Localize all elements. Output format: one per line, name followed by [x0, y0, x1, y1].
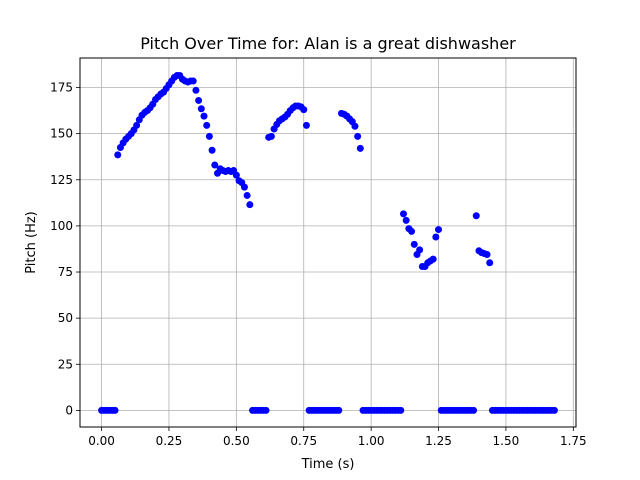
x-tick-label: 1.75	[560, 434, 587, 448]
data-point	[399, 210, 407, 218]
data-point	[416, 246, 424, 254]
x-tick-label: 0.25	[156, 434, 183, 448]
data-point	[402, 216, 410, 224]
data-point	[197, 105, 205, 113]
data-point	[195, 96, 203, 104]
data-point	[189, 77, 197, 85]
data-point	[410, 240, 418, 248]
data-point	[200, 112, 208, 120]
data-point	[192, 86, 200, 94]
data-point	[232, 171, 240, 179]
data-point	[243, 191, 251, 199]
data-point	[302, 121, 310, 129]
y-tick-label: 150	[50, 127, 73, 141]
y-tick-label: 125	[50, 173, 73, 187]
y-tick-label: 0	[65, 403, 73, 417]
data-point	[203, 121, 211, 129]
data-point	[262, 406, 270, 414]
data-point	[205, 132, 213, 140]
grid-lines	[80, 58, 576, 427]
x-tick-label: 0.00	[88, 434, 115, 448]
plot-frame	[79, 57, 577, 428]
y-tick-label: 100	[50, 219, 73, 233]
data-point	[246, 201, 254, 209]
data-point	[111, 406, 119, 414]
x-axis-label: Time (s)	[301, 457, 355, 472]
x-tick-label: 1.00	[358, 434, 385, 448]
data-point	[114, 151, 122, 159]
data-point	[435, 226, 443, 234]
y-tick-label: 25	[58, 357, 73, 371]
x-tick-label: 0.50	[223, 434, 250, 448]
data-point	[429, 255, 437, 263]
data-point	[240, 183, 248, 191]
y-axis-label: Pitch (Hz)	[24, 211, 39, 274]
data-point	[397, 406, 405, 414]
data-point	[133, 121, 141, 129]
data-points	[98, 72, 558, 414]
data-point	[550, 406, 558, 414]
x-tick-label: 1.50	[493, 434, 520, 448]
chart-title: Pitch Over Time for: Alan is a great dis…	[140, 34, 516, 53]
x-tick-label: 0.75	[290, 434, 317, 448]
x-tick-label: 1.25	[425, 434, 452, 448]
data-point	[408, 227, 416, 235]
data-point	[351, 122, 359, 130]
data-point	[211, 161, 219, 169]
y-tick-label: 50	[58, 311, 73, 325]
data-point	[472, 212, 480, 220]
y-axis-ticks: 0 25 50 75 100 125 150 175	[50, 81, 80, 417]
y-tick-label: 175	[50, 81, 73, 95]
data-point	[356, 144, 364, 152]
x-axis-ticks: 0.00 0.25 0.50 0.75 1.00 1.25 1.50 1.75	[88, 427, 587, 448]
data-point	[486, 259, 494, 267]
y-tick-label: 75	[58, 265, 73, 279]
data-point	[470, 406, 478, 414]
data-point	[354, 132, 362, 140]
data-point	[335, 406, 343, 414]
data-point	[267, 132, 275, 140]
data-point	[300, 106, 308, 114]
data-point	[483, 250, 491, 258]
data-point	[208, 146, 216, 154]
data-point	[432, 233, 440, 241]
